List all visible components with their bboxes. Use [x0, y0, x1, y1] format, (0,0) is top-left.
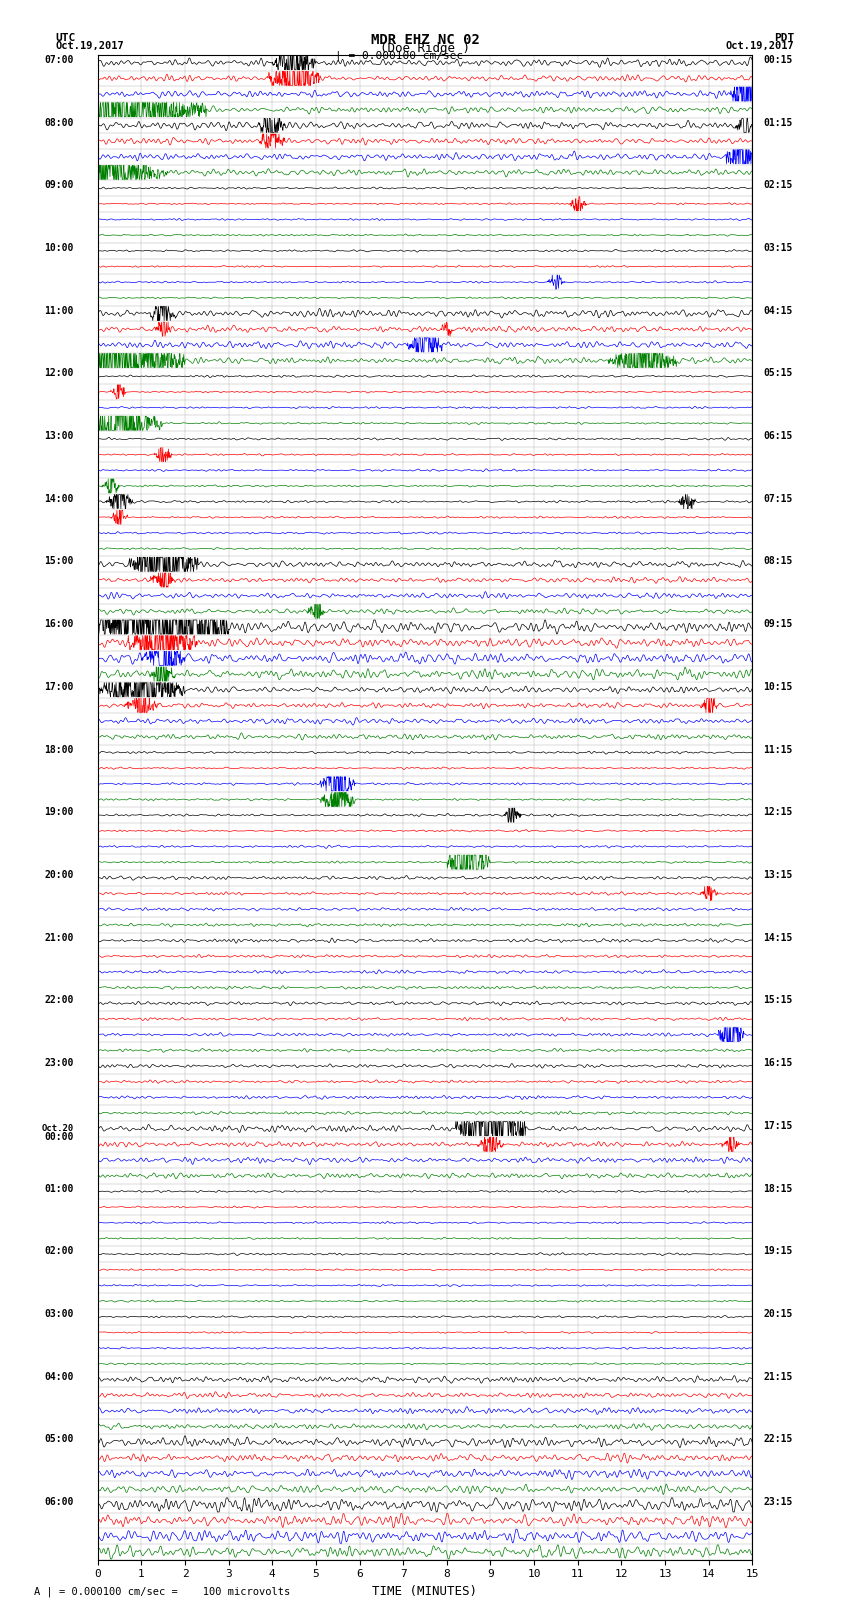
Text: 21:15: 21:15: [763, 1371, 792, 1382]
Text: PDT: PDT: [774, 32, 795, 44]
Text: 11:15: 11:15: [763, 745, 792, 755]
Text: 17:00: 17:00: [44, 682, 74, 692]
Text: 14:00: 14:00: [44, 494, 74, 503]
Text: 16:00: 16:00: [44, 619, 74, 629]
Text: Oct.19,2017: Oct.19,2017: [726, 40, 795, 50]
Text: 13:00: 13:00: [44, 431, 74, 440]
Text: (Doe Ridge ): (Doe Ridge ): [380, 42, 470, 55]
Text: | = 0.000100 cm/sec: | = 0.000100 cm/sec: [336, 50, 463, 61]
Text: 13:15: 13:15: [763, 869, 792, 881]
Text: Oct.20: Oct.20: [42, 1124, 74, 1132]
Text: 23:15: 23:15: [763, 1497, 792, 1507]
Text: 07:15: 07:15: [763, 494, 792, 503]
Text: 08:00: 08:00: [44, 118, 74, 127]
Text: 01:00: 01:00: [44, 1184, 74, 1194]
Text: 22:00: 22:00: [44, 995, 74, 1005]
Text: 05:00: 05:00: [44, 1434, 74, 1444]
Text: 23:00: 23:00: [44, 1058, 74, 1068]
Text: 02:15: 02:15: [763, 181, 792, 190]
Text: 09:00: 09:00: [44, 181, 74, 190]
Text: 18:00: 18:00: [44, 745, 74, 755]
Text: 17:15: 17:15: [763, 1121, 792, 1131]
Text: 09:15: 09:15: [763, 619, 792, 629]
Text: 06:15: 06:15: [763, 431, 792, 440]
Text: 19:00: 19:00: [44, 808, 74, 818]
Text: 10:00: 10:00: [44, 244, 74, 253]
Text: 15:00: 15:00: [44, 556, 74, 566]
Text: 12:15: 12:15: [763, 808, 792, 818]
Text: 20:15: 20:15: [763, 1310, 792, 1319]
Text: 03:15: 03:15: [763, 244, 792, 253]
Text: 20:00: 20:00: [44, 869, 74, 881]
Text: 00:15: 00:15: [763, 55, 792, 65]
Text: 04:15: 04:15: [763, 306, 792, 316]
Text: 12:00: 12:00: [44, 368, 74, 379]
Text: 07:00: 07:00: [44, 55, 74, 65]
Text: 00:00: 00:00: [44, 1132, 74, 1142]
Text: 14:15: 14:15: [763, 932, 792, 942]
Text: 04:00: 04:00: [44, 1371, 74, 1382]
Text: UTC: UTC: [55, 32, 76, 44]
Text: 08:15: 08:15: [763, 556, 792, 566]
Text: 03:00: 03:00: [44, 1310, 74, 1319]
Text: Oct.19,2017: Oct.19,2017: [55, 40, 124, 50]
Text: 16:15: 16:15: [763, 1058, 792, 1068]
Text: 11:00: 11:00: [44, 306, 74, 316]
Text: 21:00: 21:00: [44, 932, 74, 942]
Text: A | = 0.000100 cm/sec =    100 microvolts: A | = 0.000100 cm/sec = 100 microvolts: [34, 1586, 290, 1597]
Text: MDR EHZ NC 02: MDR EHZ NC 02: [371, 32, 479, 47]
Text: 15:15: 15:15: [763, 995, 792, 1005]
Text: 18:15: 18:15: [763, 1184, 792, 1194]
Text: 22:15: 22:15: [763, 1434, 792, 1444]
X-axis label: TIME (MINUTES): TIME (MINUTES): [372, 1586, 478, 1598]
Text: 01:15: 01:15: [763, 118, 792, 127]
Text: 05:15: 05:15: [763, 368, 792, 379]
Text: 19:15: 19:15: [763, 1247, 792, 1257]
Text: 02:00: 02:00: [44, 1247, 74, 1257]
Text: 06:00: 06:00: [44, 1497, 74, 1507]
Text: 10:15: 10:15: [763, 682, 792, 692]
